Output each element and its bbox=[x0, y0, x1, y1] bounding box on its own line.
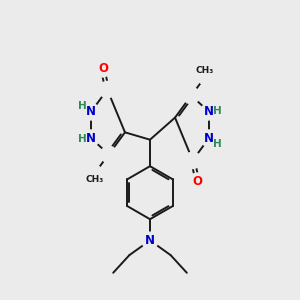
Circle shape bbox=[83, 130, 99, 146]
Text: N: N bbox=[204, 132, 214, 145]
Text: CH₃: CH₃ bbox=[86, 175, 104, 184]
Circle shape bbox=[183, 87, 200, 104]
Circle shape bbox=[201, 103, 217, 120]
Text: N: N bbox=[204, 105, 214, 118]
Text: N: N bbox=[145, 234, 155, 247]
Circle shape bbox=[142, 232, 158, 249]
Text: O: O bbox=[192, 175, 202, 188]
Circle shape bbox=[190, 173, 204, 186]
Text: CH₃: CH₃ bbox=[196, 66, 214, 75]
Circle shape bbox=[198, 71, 211, 84]
Text: N: N bbox=[86, 132, 96, 145]
Text: H: H bbox=[78, 134, 87, 144]
Circle shape bbox=[83, 103, 99, 120]
Text: H: H bbox=[79, 101, 87, 111]
Circle shape bbox=[201, 130, 217, 146]
Text: N: N bbox=[86, 105, 96, 118]
Circle shape bbox=[100, 146, 117, 163]
Text: O: O bbox=[98, 61, 108, 75]
Circle shape bbox=[184, 152, 201, 169]
Circle shape bbox=[89, 166, 102, 178]
Circle shape bbox=[96, 64, 110, 77]
Circle shape bbox=[99, 81, 116, 98]
Text: H: H bbox=[213, 106, 222, 116]
Text: H: H bbox=[213, 139, 221, 148]
